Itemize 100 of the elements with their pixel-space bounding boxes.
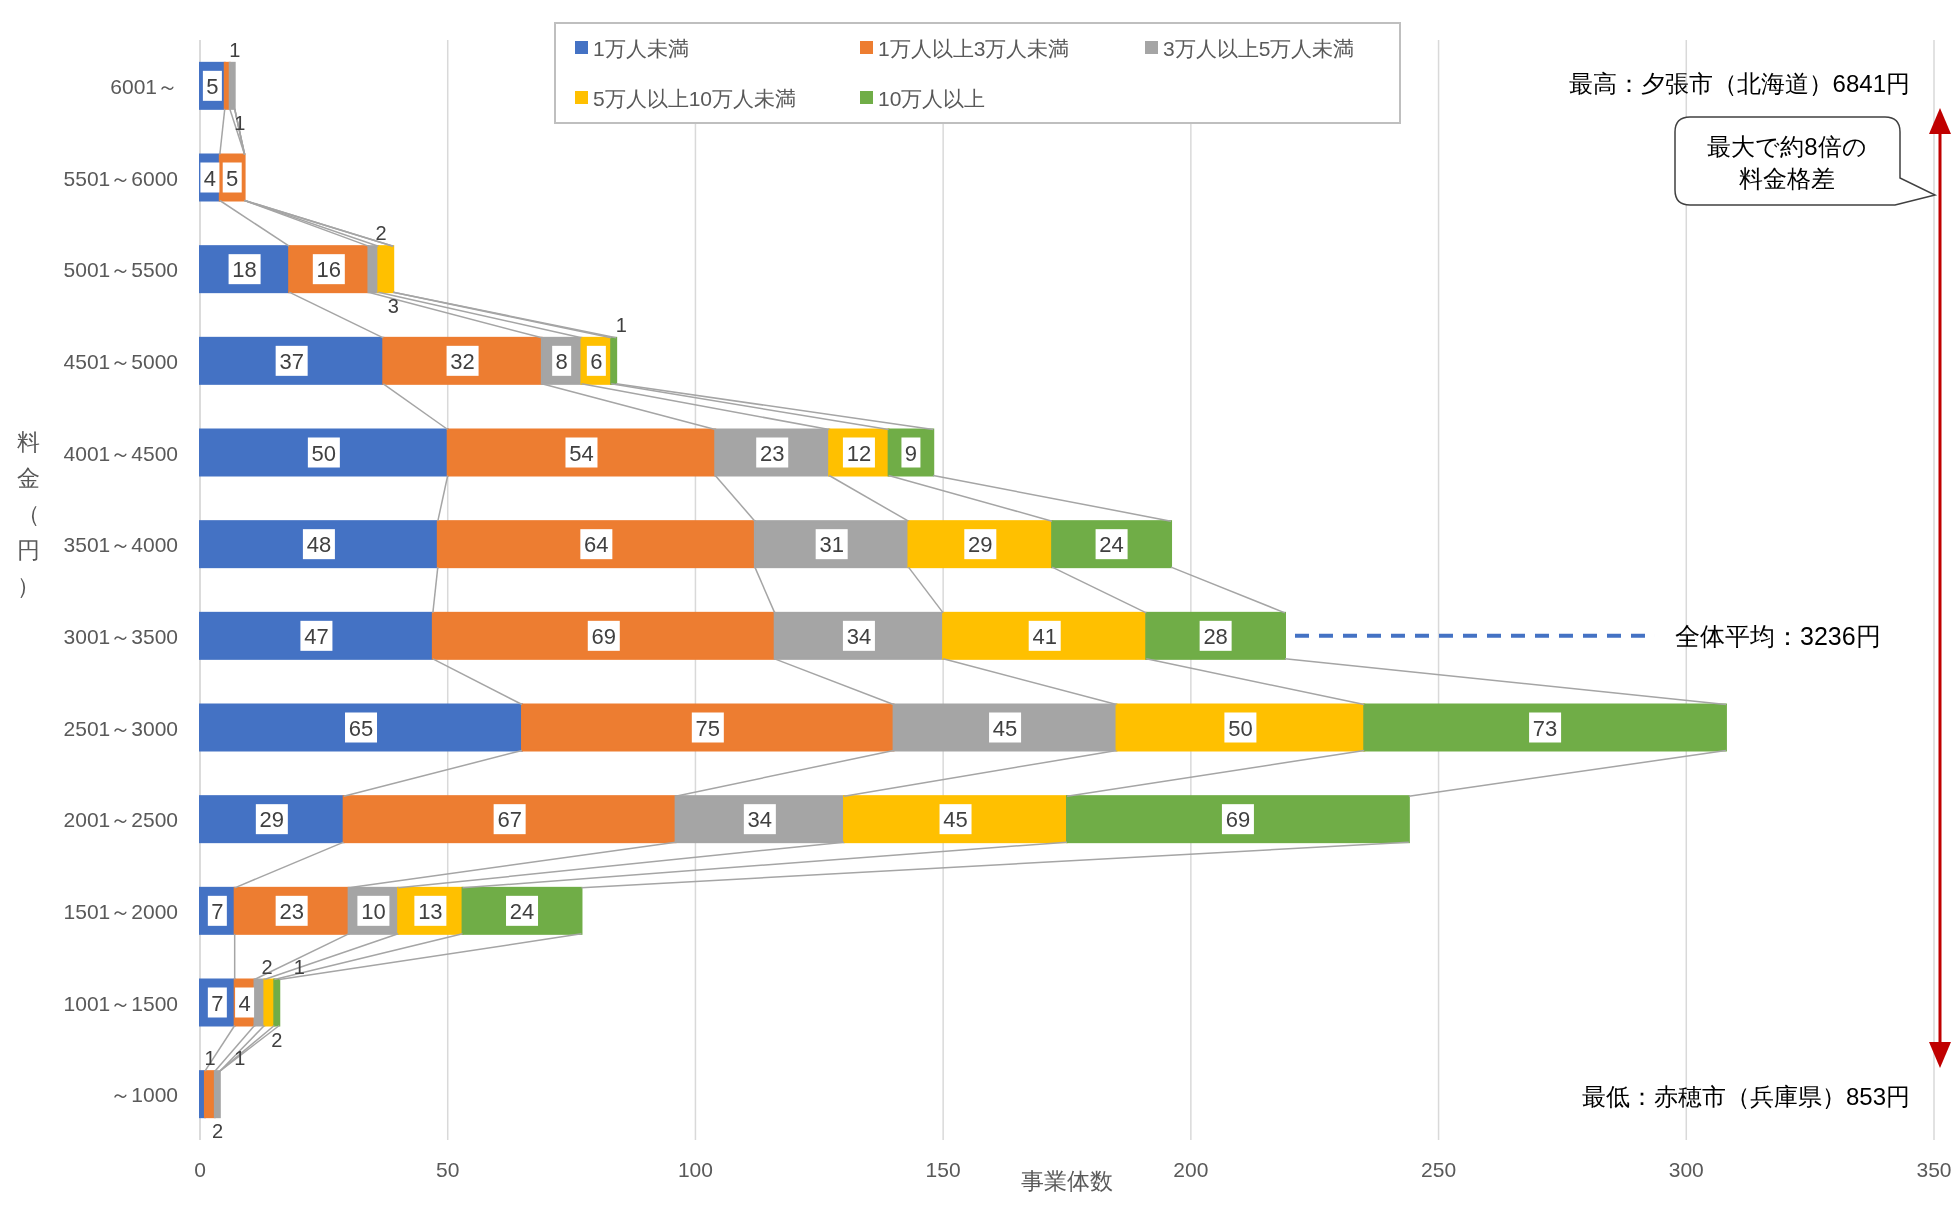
data-label: 5	[226, 165, 239, 191]
bar	[942, 611, 1148, 660]
data-label: 1	[234, 1047, 246, 1070]
data-label: 69	[591, 623, 617, 649]
y-axis-title: 料金（円）	[16, 429, 40, 599]
legend-label: 5万人以上10万人未満	[593, 87, 797, 110]
bar	[199, 703, 524, 752]
data-label: 12	[846, 440, 872, 466]
data-label: 65	[348, 715, 374, 741]
legend-label: 10万人以上	[878, 87, 986, 110]
bar	[521, 703, 895, 752]
bar	[843, 795, 1068, 844]
data-label: 7	[211, 898, 224, 924]
data-label: 13	[418, 898, 443, 924]
legend-label: 3万人以上5万人未満	[1163, 37, 1355, 60]
bar	[1066, 795, 1410, 844]
data-label: 24	[1099, 532, 1124, 558]
data-label: 18	[232, 257, 257, 283]
bar	[431, 611, 776, 660]
data-label: 64	[584, 532, 609, 558]
data-label: 34	[747, 807, 773, 833]
data-label: 45	[943, 807, 968, 833]
y-tick-label: 6001～	[110, 74, 178, 98]
data-label: 73	[1532, 715, 1558, 741]
data-label: 34	[846, 623, 872, 649]
data-label: 5	[206, 73, 219, 99]
data-label: 75	[695, 715, 721, 741]
legend-label: 1万人未満	[593, 37, 689, 60]
y-tick-label: 5501～6000	[63, 166, 178, 190]
data-label: 28	[1203, 623, 1228, 649]
y-tick-label: 4501～5000	[63, 349, 178, 373]
bar	[199, 336, 385, 385]
data-label: 16	[316, 257, 342, 283]
x-tick-label: 300	[1668, 1158, 1704, 1181]
data-label: 4	[203, 165, 217, 191]
data-label: 2	[261, 955, 273, 978]
annotation: 最大で約8倍の料金格差	[1707, 133, 1867, 192]
data-label: 10	[361, 898, 386, 924]
annotation: 最低：赤穂市（兵庫県）853円	[1581, 1083, 1910, 1110]
data-label: 23	[759, 440, 785, 466]
data-label: 1	[615, 313, 627, 336]
y-tick-label: 2501～3000	[63, 716, 178, 740]
y-tick-label: 4001～4500	[63, 441, 178, 465]
bar	[436, 520, 756, 569]
data-label: 8	[555, 348, 568, 374]
x-tick-label: 0	[194, 1158, 206, 1181]
x-tick-label: 250	[1421, 1158, 1457, 1181]
bar	[610, 336, 618, 385]
data-label: 37	[279, 348, 304, 374]
bar	[199, 428, 449, 477]
data-label: 1	[204, 1047, 216, 1070]
bar	[446, 428, 717, 477]
data-label: 1	[234, 111, 246, 134]
bar	[199, 611, 434, 660]
data-label: 7	[211, 990, 224, 1016]
data-label: 31	[819, 532, 844, 558]
data-label: 2	[271, 1028, 283, 1051]
y-tick-label: 2001～2500	[63, 808, 178, 832]
data-label: 29	[968, 532, 993, 558]
bar	[199, 520, 439, 569]
bar	[1115, 703, 1366, 752]
y-tick-label: 3001～3500	[63, 624, 178, 648]
y-tick-label: 1001～1500	[63, 991, 178, 1015]
data-label: 50	[1228, 715, 1253, 741]
bar	[382, 336, 543, 385]
legend-label: 1万人以上3万人未満	[878, 37, 1070, 60]
data-label: 32	[450, 348, 475, 374]
data-label: 2	[211, 1120, 224, 1143]
data-label: 1	[293, 955, 305, 978]
bar	[1145, 611, 1286, 660]
y-tick-label: 5001～5500	[63, 258, 178, 282]
data-label: 45	[992, 715, 1018, 741]
x-tick-label: 50	[436, 1158, 460, 1181]
x-tick-label: 200	[1173, 1158, 1209, 1181]
data-label: 29	[259, 807, 285, 833]
ref-line-label: 全体平均：3236円	[1675, 621, 1881, 650]
x-tick-label: 100	[677, 1158, 713, 1181]
data-label: 4	[238, 990, 251, 1016]
bar	[377, 245, 395, 294]
x-axis-title: 事業体数	[1021, 1168, 1113, 1194]
bar	[273, 978, 281, 1027]
data-label: 24	[509, 898, 535, 924]
data-label: 6	[590, 348, 603, 374]
bar	[342, 795, 677, 844]
bar	[1363, 703, 1727, 752]
data-label: 3	[387, 295, 399, 318]
data-label: 69	[1225, 807, 1251, 833]
y-tick-label: 1501～2000	[63, 899, 178, 923]
data-label: 48	[306, 532, 332, 558]
data-label: 23	[279, 898, 304, 924]
x-tick-label: 150	[925, 1158, 961, 1181]
y-tick-label: ～1000	[110, 1083, 178, 1107]
annotation: 最高：夕張市（北海道）6841円	[1568, 70, 1910, 97]
x-tick-label: 350	[1916, 1158, 1952, 1181]
data-label: 67	[497, 807, 522, 833]
data-label: 47	[304, 623, 329, 649]
data-label: 41	[1032, 623, 1057, 649]
data-label: 2	[375, 222, 387, 245]
y-tick-label: 3501～4000	[63, 533, 178, 557]
data-label: 1	[229, 38, 241, 61]
